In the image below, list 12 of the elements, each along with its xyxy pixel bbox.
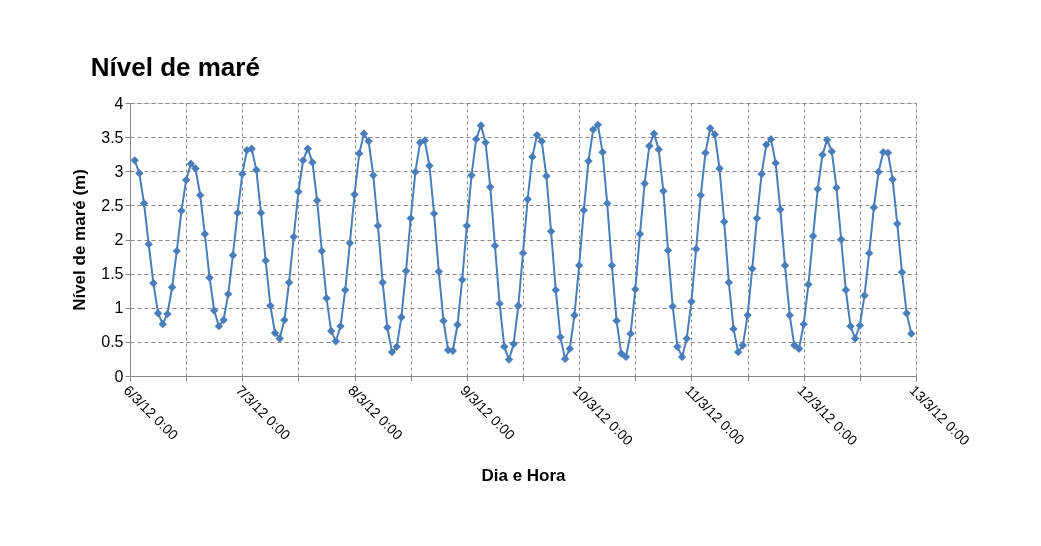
y-tick-label: 0.5 — [101, 333, 124, 351]
x-axis-title: Dia e Hora — [481, 466, 567, 486]
y-axis-title: Nível de maré (m) — [70, 169, 90, 311]
y-tick-label: 1.5 — [101, 265, 124, 283]
y-tick-label: 2 — [114, 231, 124, 248]
y-tick-label: 3.5 — [101, 128, 124, 146]
y-tick-label: 1 — [114, 299, 124, 317]
y-tick-label: 0 — [114, 367, 124, 385]
y-tick-label: 4 — [114, 94, 124, 112]
y-tick-label: 3 — [114, 162, 124, 180]
chart-title: Nível de maré — [90, 52, 260, 82]
y-tick-label: 2.5 — [101, 196, 124, 214]
